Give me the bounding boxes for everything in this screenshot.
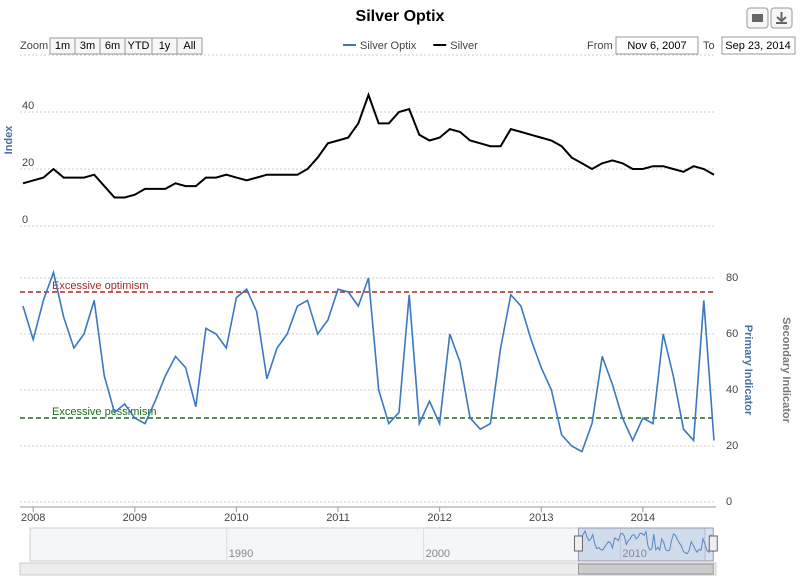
y-tick-label: 40 [22, 100, 34, 112]
x-tick-label: 2010 [224, 512, 248, 524]
y2-tick-label: 20 [726, 440, 738, 452]
y2-tick-label: 40 [726, 384, 738, 396]
zoom-button-label[interactable]: All [183, 40, 195, 52]
from-input[interactable]: Nov 6, 2007 [627, 40, 686, 52]
navigator-tick-label: 2010 [622, 548, 646, 560]
threshold-label: Excessive optimism [52, 280, 149, 292]
y-tick-label: 20 [22, 157, 34, 169]
zoom-button[interactable] [176, 37, 203, 55]
scrollbar[interactable] [19, 562, 717, 576]
y-tick-label: 0 [22, 214, 28, 226]
zoom-button-label[interactable]: 6m [105, 40, 120, 52]
threshold-label: Excessive pessimism [52, 406, 157, 418]
series-line [22, 269, 715, 453]
chart-title: Silver Optix [356, 8, 445, 25]
y2-tick-label: 60 [726, 328, 738, 340]
x-tick-label: 2014 [631, 512, 655, 524]
to-input[interactable]: Sep 23, 2014 [725, 40, 790, 52]
to-label: To [703, 40, 715, 52]
to-input-box[interactable] [721, 36, 796, 55]
from-input-box[interactable] [615, 36, 699, 55]
navigator-series [578, 529, 714, 555]
navigator-handle[interactable] [573, 535, 583, 552]
y3-axis-title: Secondary Indicator [780, 317, 792, 423]
x-tick-label: 2008 [21, 512, 45, 524]
zoom-button-label[interactable]: 3m [80, 40, 95, 52]
navigator-tick-label: 2000 [426, 548, 450, 560]
download-icon [776, 12, 787, 24]
zoom-label: Zoom [20, 40, 48, 52]
navigator-tick-label: 1990 [229, 548, 253, 560]
legend-label[interactable]: Silver Optix [360, 40, 417, 52]
navigator-handle[interactable] [708, 535, 718, 552]
zoom-button-label[interactable]: YTD [128, 40, 150, 52]
legend-label[interactable]: Silver [450, 40, 478, 52]
x-tick-label: 2011 [326, 512, 350, 524]
x-tick-label: 2012 [427, 512, 451, 524]
y2-tick-label: 80 [726, 272, 738, 284]
navigator-background [29, 527, 706, 562]
y2-axis-title: Primary Indicator [742, 325, 754, 416]
y2-tick-label: 0 [726, 496, 732, 508]
scrollbar-thumb[interactable] [577, 563, 714, 575]
series-line [22, 91, 715, 199]
x-tick-label: 2013 [529, 512, 553, 524]
from-label: From [587, 40, 613, 52]
y-axis-title: Index [3, 125, 15, 155]
print-icon [752, 14, 763, 22]
zoom-button-label[interactable]: 1y [159, 40, 171, 52]
zoom-button-label[interactable]: 1m [55, 40, 70, 52]
export-buttons[interactable] [746, 7, 793, 29]
x-tick-label: 2009 [123, 512, 147, 524]
